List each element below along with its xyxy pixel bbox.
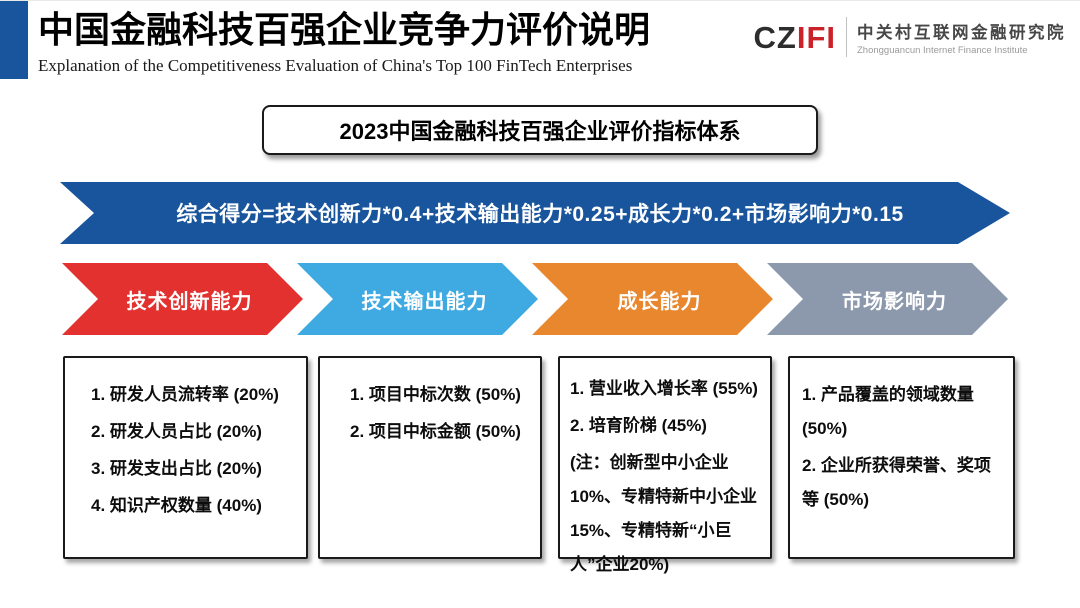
logo-wordmark-cz: CZ [753,19,797,55]
category-item: 2. 企业所获得荣誉、奖项等 (50%) [802,456,991,509]
category-item-list: 1. 研发人员流转率 (20%) 2. 研发人员占比 (20%) 3. 研发支出… [91,378,300,523]
category-item-note: (注：创新型中小企业10%、专精特新中小企业15%、专精特新“小巨人”企业20%… [570,453,758,574]
category-item: 1. 营业收入增长率 (55%) [570,379,758,398]
org-names: 中关村互联网金融研究院 Zhongguancun Internet Financ… [857,19,1066,56]
category-arrow-label: 市场影响力 [842,290,947,313]
header: 中国金融科技百强企业竞争力评价说明 Explanation of the Com… [38,7,650,76]
category-box-market-influence: 1. 产品覆盖的领域数量 (50%) 2. 企业所获得荣誉、奖项等 (50%) [788,356,1015,559]
category-item: 1. 产品覆盖的领域数量 (50%) [802,385,974,438]
category-arrow-label: 成长能力 [617,290,702,313]
category-box-tech-output: 1. 项目中标次数 (50%) 2. 项目中标金额 (50%) [318,356,542,559]
page-title: 中国金融科技百强企业竞争力评价说明 [38,9,651,50]
category-box-growth: 1. 营业收入增长率 (55%) 2. 培育阶梯 (45%) (注：创新型中小企… [558,356,772,574]
category-item: 1. 研发人员流转率 (20%) [91,385,279,404]
category-arrow-tech-output: 技术输出能力 [297,263,538,335]
header-accent-bar [0,1,28,79]
category-arrow-label: 技术创新能力 [126,290,253,313]
category-arrow-label: 技术输出能力 [361,290,488,313]
formula-text: 综合得分=技术创新力*0.4+技术输出能力*0.25+成长力*0.2+市场影响力… [176,203,904,226]
logo-wordmark-ifi: IFI [796,19,836,55]
category-item: 2. 项目中标金额 (50%) [350,422,521,441]
page-subtitle: Explanation of the Competitiveness Evalu… [38,55,633,75]
indicator-system-title: 2023中国金融科技百强企业评价指标体系 [339,119,741,144]
category-item: 4. 知识产权数量 (40%) [91,496,262,515]
logo-divider [846,17,847,57]
category-arrow-tech-innovation: 技术创新能力 [62,263,303,335]
category-arrow-market-influence: 市场影响力 [767,263,1008,335]
category-item: 3. 研发支出占比 (20%) [91,459,262,478]
category-item: 2. 研发人员占比 (20%) [91,422,262,441]
category-item: 1. 项目中标次数 (50%) [350,385,521,404]
category-box-tech-innovation: 1. 研发人员流转率 (20%) 2. 研发人员占比 (20%) 3. 研发支出… [63,356,308,559]
category-arrow-row: 技术创新能力 技术输出能力 成长能力 市场影响力 [0,263,1080,335]
org-name-en: Zhongguancun Internet Finance Institute [857,44,1028,56]
category-item: 2. 培育阶梯 (45%) [570,416,707,435]
formula-banner: 综合得分=技术创新力*0.4+技术输出能力*0.25+成长力*0.2+市场影响力… [60,182,1010,244]
category-item-list: 1. 营业收入增长率 (55%) 2. 培育阶梯 (45%) (注：创新型中小企… [570,372,764,582]
category-item-list: 1. 产品覆盖的领域数量 (50%) 2. 企业所获得荣誉、奖项等 (50%) [802,378,1007,517]
category-arrow-growth: 成长能力 [532,263,773,335]
category-item-list: 1. 项目中标次数 (50%) 2. 项目中标金额 (50%) [350,378,534,449]
org-name-cn: 中关村互联网金融研究院 [857,23,1066,42]
org-logo: CZIFI 中关村互联网金融研究院 Zhongguancun Internet … [754,17,1067,57]
indicator-system-title-box: 2023中国金融科技百强企业评价指标体系 [262,105,818,155]
logo-wordmark: CZIFI [754,22,837,53]
